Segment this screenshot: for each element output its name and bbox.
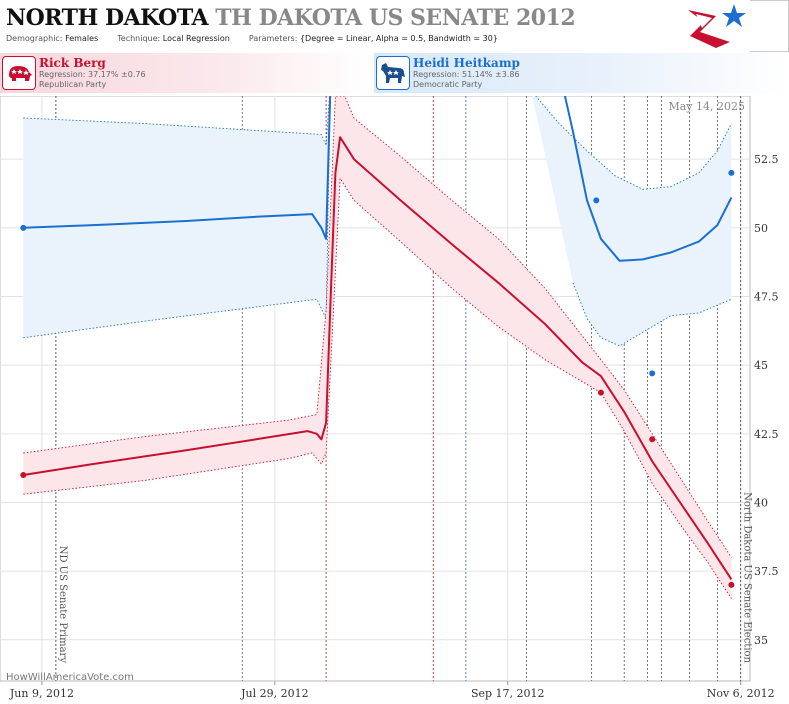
technique-label: Technique:	[117, 34, 161, 43]
elephant-icon	[2, 56, 36, 90]
demographic-label: Demographic:	[6, 34, 63, 43]
x-tick-label: Jul 29, 2012	[240, 687, 309, 700]
heitkamp-poll-point	[649, 370, 656, 377]
heitkamp-upper-bound	[23, 96, 330, 146]
event-label: ND US Senate Primary	[57, 546, 68, 664]
parameters-line: Demographic: Females Technique: Local Re…	[6, 34, 498, 43]
candidate-party: Republican Party	[39, 80, 107, 89]
heitkamp-late-upper-bound	[535, 96, 732, 190]
parameters-value: {Degree = Linear, Alpha = 0.5, Bandwidth…	[299, 34, 498, 43]
y-tick-label: 47.5	[754, 290, 779, 303]
berg-band	[23, 96, 732, 599]
candidate-name: Rick Berg	[39, 56, 106, 70]
event-label: North Dakota US Senate Election	[742, 492, 753, 663]
y-tick-label: 52.5	[754, 153, 779, 166]
heitkamp-regression-line-late	[563, 96, 733, 262]
y-tick-label: 35	[754, 634, 768, 647]
heitkamp-band	[23, 96, 331, 338]
heitkamp-poll-point	[20, 224, 27, 231]
series-layer	[20, 96, 735, 599]
candidate-card-republican[interactable]: Rick Berg Regression: 37.17% ±0.76 Repub…	[0, 53, 372, 93]
donkey-icon	[376, 56, 410, 90]
candidate-regression: Regression: 51.14% ±3.86	[413, 70, 520, 79]
berg-poll-point	[597, 389, 604, 396]
candidate-name: Heidi Heitkamp	[413, 56, 520, 70]
poll-regression-chart: ND US Senate Primary North Dakota US Sena…	[0, 96, 779, 700]
title-state: NORTH DAKOTA	[6, 5, 209, 31]
heitkamp-lower-bound	[23, 96, 331, 339]
y-tick-label: 45	[754, 359, 768, 372]
berg-poll-point	[728, 581, 735, 588]
candidate-regression: Regression: 37.17% ±0.76	[39, 70, 146, 79]
title-race: TH DAKOTA US SENATE 2012	[215, 5, 576, 31]
x-tick-label: Nov 6, 2012	[707, 687, 775, 700]
watermark: HowWillAmericaVote.com	[6, 672, 134, 683]
candidate-card-democratic[interactable]: Heidi Heitkamp Regression: 51.14% ±3.86 …	[374, 53, 788, 93]
candidate-party: Democratic Party	[413, 80, 483, 89]
parameters-label: Parameters:	[248, 34, 298, 43]
berg-poll-point	[649, 436, 656, 443]
date-label: May 14, 2025	[668, 100, 745, 113]
site-logo-icon[interactable]	[686, 2, 748, 50]
berg-regression-line	[23, 136, 733, 580]
y-tick-label: 37.5	[754, 565, 779, 578]
berg-upper-bound	[23, 96, 732, 558]
berg-lower-bound	[23, 176, 732, 599]
demographic-value: Females	[65, 34, 99, 43]
heitkamp-regression-line	[23, 96, 332, 240]
x-tick-label: Jun 9, 2012	[9, 687, 74, 700]
page-title: NORTH DAKOTA TH DAKOTA US SENATE 2012	[6, 5, 576, 31]
heitkamp-poll-point	[593, 197, 600, 204]
x-tick-label: Sep 17, 2012	[471, 687, 545, 700]
y-tick-label: 40	[754, 496, 768, 509]
berg-poll-point	[20, 472, 27, 479]
heitkamp-poll-point	[728, 169, 735, 176]
technique-value: Local Regression	[162, 34, 230, 43]
heitkamp-late-lower-bound	[572, 282, 732, 347]
y-tick-label: 50	[754, 222, 768, 235]
heitkamp-late-band	[532, 96, 732, 346]
logo-frame	[750, 0, 789, 52]
header: NORTH DAKOTA TH DAKOTA US SENATE 2012 De…	[0, 0, 750, 50]
y-tick-label: 42.5	[754, 428, 779, 441]
